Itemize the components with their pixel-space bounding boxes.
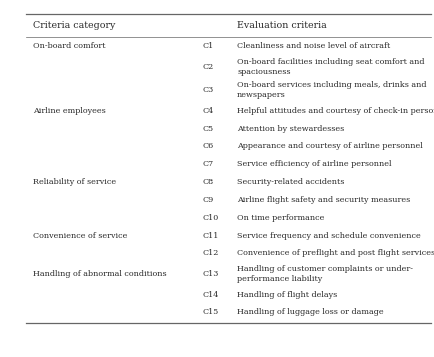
Text: Handling of customer complaints or under-
performance liability: Handling of customer complaints or under… (237, 265, 412, 283)
Text: Service frequency and schedule convenience: Service frequency and schedule convenien… (237, 232, 420, 240)
Text: On-board facilities including seat comfort and
spaciousness: On-board facilities including seat comfo… (237, 58, 424, 76)
Text: Appearance and courtesy of airline personnel: Appearance and courtesy of airline perso… (237, 142, 422, 150)
Text: Reliability of service: Reliability of service (33, 178, 115, 186)
Text: Criteria category: Criteria category (33, 21, 115, 30)
Text: Evaluation criteria: Evaluation criteria (237, 21, 326, 30)
Text: Handling of luggage loss or damage: Handling of luggage loss or damage (237, 308, 383, 316)
Text: On-board services including meals, drinks and
newspapers: On-board services including meals, drink… (237, 81, 426, 99)
Text: C13: C13 (202, 270, 218, 278)
Text: Convenience of service: Convenience of service (33, 232, 127, 240)
Text: C7: C7 (202, 160, 213, 168)
Text: Service efficiency of airline personnel: Service efficiency of airline personnel (237, 160, 391, 168)
Text: On-board comfort: On-board comfort (33, 42, 105, 50)
Text: C2: C2 (202, 63, 213, 71)
Text: C9: C9 (202, 196, 213, 204)
Text: Airline employees: Airline employees (33, 107, 105, 115)
Text: Helpful attitudes and courtesy of check-in personnel: Helpful attitudes and courtesy of check-… (237, 107, 434, 115)
Text: C10: C10 (202, 214, 218, 222)
Text: Airline flight safety and security measures: Airline flight safety and security measu… (237, 196, 409, 204)
Text: C4: C4 (202, 107, 213, 115)
Text: C1: C1 (202, 42, 213, 50)
Text: C11: C11 (202, 232, 218, 240)
Text: Handling of flight delays: Handling of flight delays (237, 291, 336, 298)
Text: C15: C15 (202, 308, 218, 316)
Text: C12: C12 (202, 250, 218, 257)
Text: C5: C5 (202, 125, 213, 132)
Text: C14: C14 (202, 291, 218, 298)
Text: C3: C3 (202, 86, 213, 94)
Text: On time performance: On time performance (237, 214, 324, 222)
Text: Convenience of preflight and post flight services: Convenience of preflight and post flight… (237, 250, 434, 257)
Text: Security-related accidents: Security-related accidents (237, 178, 344, 186)
Text: C6: C6 (202, 142, 213, 150)
Text: Attention by stewardesses: Attention by stewardesses (237, 125, 344, 132)
Text: Cleanliness and noise level of aircraft: Cleanliness and noise level of aircraft (237, 42, 389, 50)
Text: C8: C8 (202, 178, 213, 186)
Text: Handling of abnormal conditions: Handling of abnormal conditions (33, 270, 166, 278)
